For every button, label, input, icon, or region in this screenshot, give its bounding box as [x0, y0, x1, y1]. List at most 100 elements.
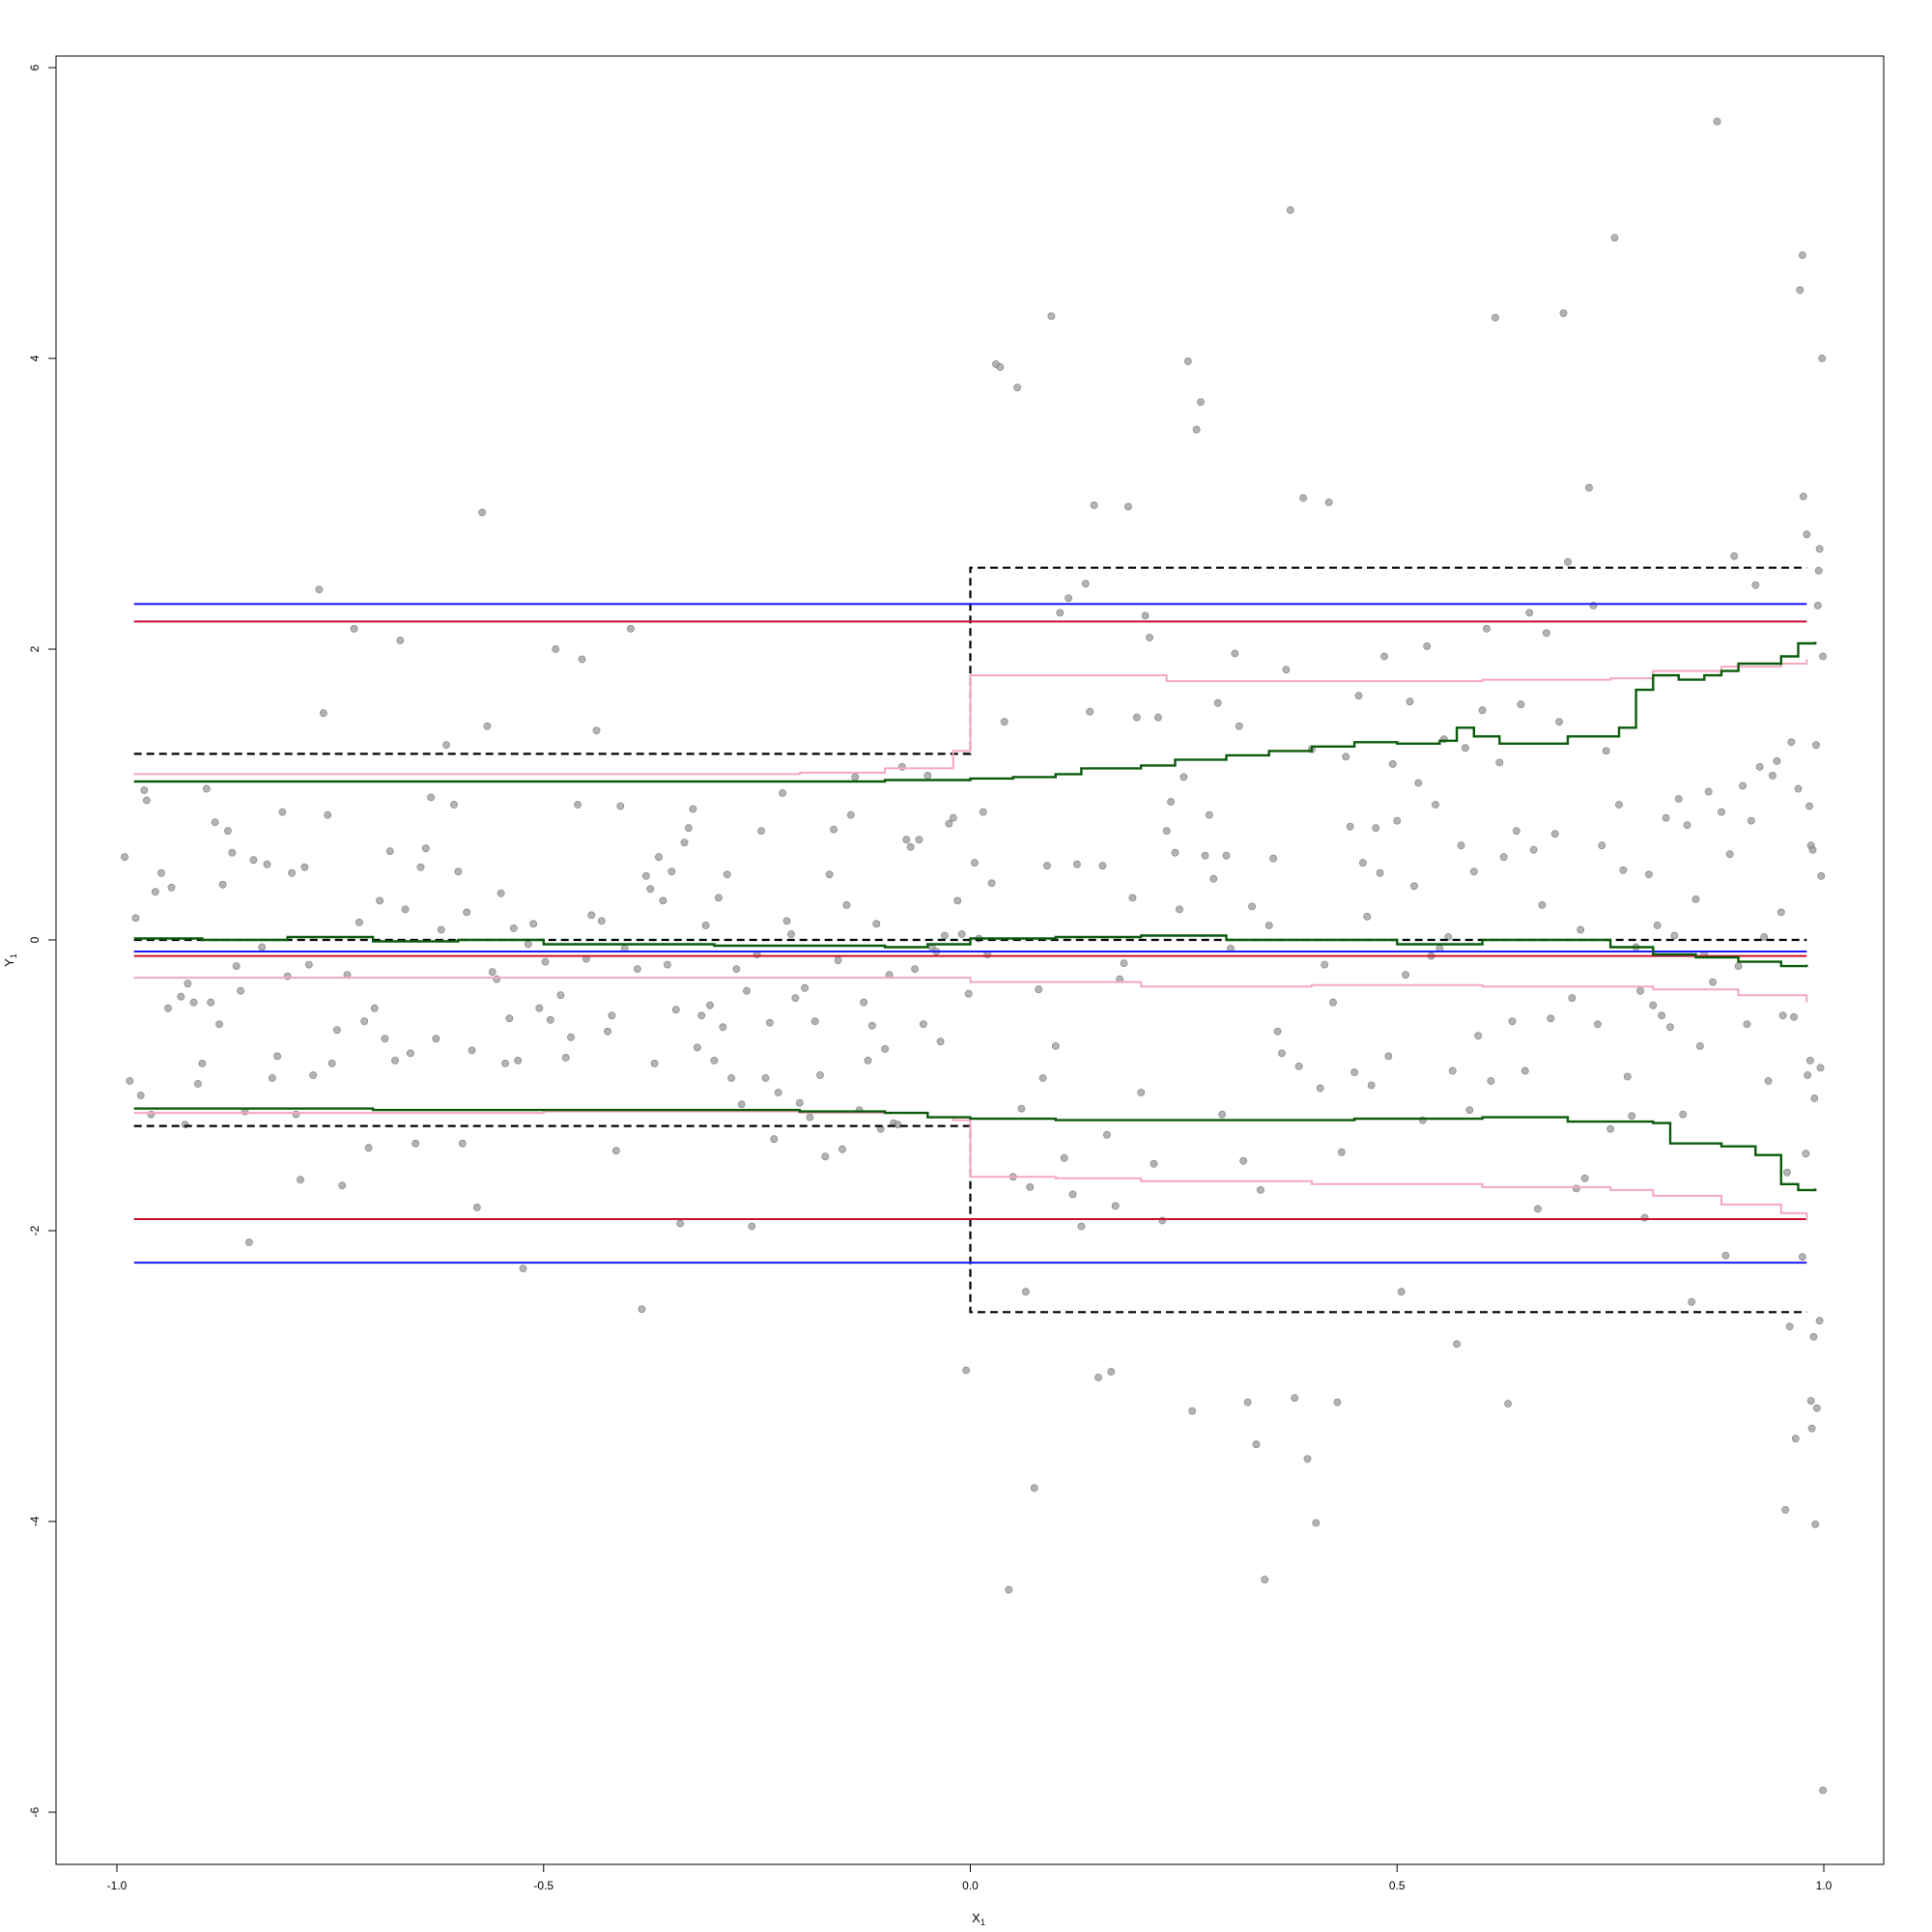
scatter-point — [1094, 1374, 1102, 1381]
scatter-point — [782, 917, 791, 925]
scatter-point — [468, 1046, 476, 1055]
x-axis: -1.0 -0.5 0.0 0.5 1.0 — [107, 1863, 1833, 1892]
scatter-point — [278, 808, 287, 816]
y-tick-label: -4 — [28, 1516, 42, 1526]
scatter-point — [851, 773, 860, 781]
scatter-point — [1645, 870, 1653, 879]
scatter-point — [1120, 959, 1128, 967]
scatter-point — [608, 1011, 616, 1020]
scatter-point — [1572, 1184, 1580, 1193]
scatter-point — [1807, 1424, 1816, 1433]
scatter-point — [923, 772, 932, 780]
scatter-point — [680, 838, 689, 847]
scatter-point — [1098, 862, 1107, 870]
scatter-point — [920, 1020, 927, 1029]
scatter-point — [646, 885, 655, 894]
scatter-point — [1781, 1506, 1790, 1514]
scatter-point — [949, 813, 957, 822]
scatter-point — [151, 888, 159, 896]
scatter-point — [232, 962, 241, 970]
scatter-point — [1725, 850, 1734, 859]
x-tick-label: -1.0 — [107, 1879, 128, 1892]
scatter-point — [1243, 1398, 1252, 1406]
scatter-point — [1796, 286, 1804, 295]
y-tick-label: 6 — [28, 64, 42, 71]
scatter-point — [1804, 1071, 1812, 1079]
scatter-point — [136, 1092, 145, 1099]
scatter-point — [1081, 580, 1090, 588]
scatter-point — [1303, 1455, 1312, 1463]
scatter-point — [1035, 985, 1043, 994]
scatter-point — [1086, 707, 1094, 716]
scatter-point — [381, 1035, 389, 1043]
scatter-point — [1778, 1011, 1787, 1020]
scatter-point — [541, 957, 550, 966]
band-lines — [133, 566, 1817, 1314]
scatter-point — [164, 1004, 172, 1012]
scatter-point — [263, 860, 271, 868]
scatter-point — [147, 1110, 156, 1119]
scatter-point — [1213, 698, 1222, 707]
scatter-point — [671, 1006, 680, 1014]
scatter-point — [689, 805, 697, 813]
y-tick-label: -6 — [28, 1806, 42, 1817]
scatter-point — [1534, 1205, 1542, 1213]
band-line — [133, 641, 1817, 783]
scatter-point — [1683, 821, 1691, 829]
scatter-point — [1060, 1153, 1068, 1162]
scatter-point — [524, 940, 532, 949]
scatter-point — [412, 1139, 420, 1148]
scatter-point — [1261, 1576, 1269, 1584]
scatter-point — [1704, 787, 1713, 796]
scatter-point — [1791, 1435, 1800, 1443]
scatter-point — [664, 960, 671, 969]
scatter-point — [126, 1077, 134, 1085]
scatter-point — [1324, 498, 1333, 506]
scatter-point — [1730, 552, 1739, 560]
scatter-point — [1465, 1106, 1474, 1114]
scatter-point — [1760, 933, 1769, 941]
scatter-point — [592, 726, 601, 735]
scatter-point — [1333, 1398, 1342, 1406]
scatter-point — [770, 1135, 779, 1144]
scatter-point — [177, 992, 185, 1001]
scatter-point — [1107, 1368, 1116, 1376]
scatter-point — [1812, 741, 1820, 750]
scatter-point — [315, 585, 324, 594]
scatter-point — [1372, 824, 1380, 832]
scatter-point — [1577, 925, 1585, 934]
scatter-point — [1813, 1404, 1821, 1412]
scatter-point — [1073, 860, 1081, 868]
scatter-point — [546, 1015, 554, 1024]
scatter-point — [1030, 1484, 1038, 1492]
scatter-point — [1090, 501, 1098, 509]
scatter-point — [131, 914, 140, 923]
scatter-point — [1598, 841, 1606, 850]
scatter-point — [810, 1017, 819, 1026]
band-line — [133, 934, 1808, 968]
scatter-point — [1790, 1012, 1798, 1021]
scatter-point — [1819, 652, 1827, 661]
scatter-point — [1773, 757, 1781, 765]
scatter-point — [497, 889, 505, 897]
scatter-point — [616, 802, 625, 810]
scatter-point — [223, 827, 232, 835]
scatter-point — [957, 930, 966, 938]
scatter-point — [732, 965, 741, 973]
scatter-point — [945, 819, 953, 828]
scatter-point — [193, 1080, 202, 1088]
plot-frame — [55, 55, 1885, 1865]
x-tick-label: 0.0 — [962, 1879, 979, 1892]
scatter-point — [806, 1113, 814, 1122]
scatter-point — [587, 911, 596, 920]
scatter-point — [1448, 1066, 1457, 1075]
scatter-point — [1803, 530, 1811, 538]
scatter-point — [1487, 1077, 1495, 1085]
band-line — [133, 566, 1807, 755]
scatter-point — [1291, 1394, 1299, 1402]
y-tick-label: 4 — [28, 355, 42, 361]
scatter-point — [1808, 845, 1817, 854]
scatter-point — [1816, 1064, 1825, 1072]
scatter-point — [1414, 779, 1423, 787]
scatter-point — [1321, 960, 1329, 969]
